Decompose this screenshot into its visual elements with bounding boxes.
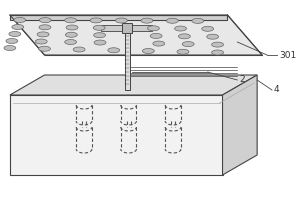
Ellipse shape	[207, 34, 219, 39]
Ellipse shape	[4, 46, 16, 50]
Bar	[124, 33, 130, 90]
Ellipse shape	[39, 46, 50, 51]
Ellipse shape	[148, 26, 159, 31]
Ellipse shape	[39, 18, 51, 23]
Ellipse shape	[9, 31, 21, 36]
FancyBboxPatch shape	[130, 25, 152, 31]
Ellipse shape	[65, 18, 76, 23]
Ellipse shape	[178, 34, 190, 39]
Ellipse shape	[212, 50, 224, 55]
Ellipse shape	[212, 42, 224, 47]
Ellipse shape	[37, 32, 49, 37]
Polygon shape	[10, 75, 257, 95]
Ellipse shape	[94, 33, 106, 38]
Ellipse shape	[182, 42, 194, 47]
Ellipse shape	[73, 47, 85, 52]
Ellipse shape	[150, 33, 162, 38]
Ellipse shape	[93, 25, 105, 30]
Ellipse shape	[90, 18, 102, 23]
Ellipse shape	[12, 24, 24, 29]
Text: 2: 2	[239, 75, 245, 84]
Ellipse shape	[65, 40, 76, 45]
Text: 4: 4	[274, 86, 280, 95]
Ellipse shape	[192, 18, 204, 23]
Ellipse shape	[6, 38, 18, 44]
Bar	[122, 23, 131, 33]
Ellipse shape	[94, 40, 106, 45]
Polygon shape	[10, 15, 227, 20]
FancyBboxPatch shape	[101, 25, 123, 31]
Ellipse shape	[108, 48, 120, 53]
Ellipse shape	[66, 25, 78, 30]
Ellipse shape	[14, 18, 26, 22]
Ellipse shape	[65, 32, 77, 37]
Polygon shape	[10, 95, 223, 175]
Ellipse shape	[141, 18, 153, 23]
Ellipse shape	[167, 18, 178, 23]
Ellipse shape	[35, 39, 47, 44]
Polygon shape	[223, 75, 257, 175]
Ellipse shape	[39, 25, 51, 30]
Ellipse shape	[142, 48, 154, 53]
Ellipse shape	[116, 18, 128, 23]
Ellipse shape	[175, 26, 187, 31]
Ellipse shape	[177, 49, 189, 54]
Polygon shape	[10, 15, 262, 55]
Ellipse shape	[153, 41, 165, 46]
Ellipse shape	[202, 26, 214, 31]
Text: 301: 301	[279, 50, 296, 60]
